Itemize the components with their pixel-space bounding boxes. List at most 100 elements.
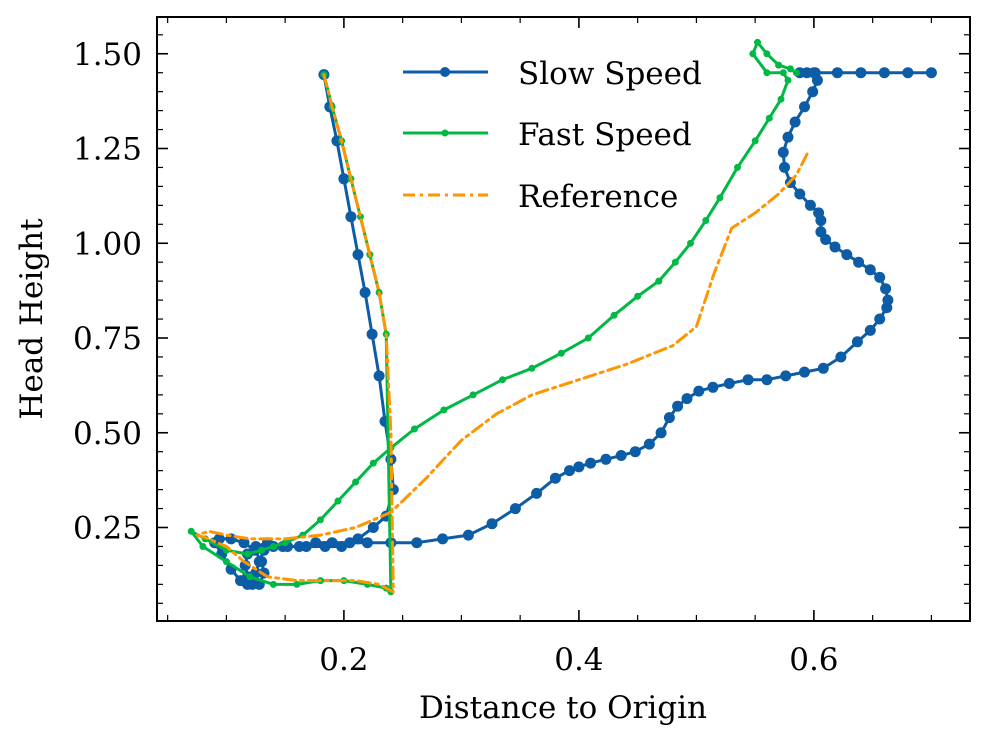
data-point-slow-speed-5	[352, 249, 364, 261]
data-point-slow-speed-62	[643, 438, 655, 450]
data-point-slow-speed-84	[853, 256, 865, 268]
data-point-slow-speed-3	[338, 173, 350, 185]
data-point-slow-speed-69	[723, 378, 735, 389]
data-point-slow-speed-53	[509, 503, 521, 515]
data-point-slow-speed-29	[213, 533, 225, 545]
plot-frame	[156, 16, 971, 622]
legend-entry-reference: Reference	[403, 179, 678, 215]
y-tick-label-0: 0.25	[73, 511, 142, 547]
data-point-slow-speed-88	[815, 226, 827, 238]
data-point-slow-speed-67	[693, 385, 705, 397]
data-point-slow-speed-57	[573, 461, 585, 473]
data-point-fast-speed-29	[369, 459, 377, 467]
data-point-fast-speed-45	[734, 163, 741, 171]
data-point-slow-speed-65	[672, 400, 684, 412]
x-tick-label-1: 0.4	[554, 642, 603, 678]
data-point-fast-speed-32	[440, 406, 448, 414]
data-point-fast-speed-36	[557, 349, 565, 357]
data-point-fast-speed-50	[779, 69, 787, 77]
data-point-slow-speed-108	[902, 67, 914, 79]
data-point-slow-speed-49	[411, 537, 423, 549]
data-point-fast-speed-13	[293, 580, 301, 588]
data-point-fast-speed-38	[610, 311, 618, 319]
data-point-slow-speed-68	[707, 381, 719, 393]
data-point-slow-speed-56	[564, 465, 575, 477]
data-point-fast-speed-27	[334, 497, 342, 505]
data-point-fast-speed-44	[716, 194, 724, 202]
data-point-slow-speed-55	[549, 472, 561, 484]
data-point-fast-speed-55	[775, 61, 783, 69]
series-layer	[187, 38, 937, 596]
data-point-slow-speed-63	[655, 427, 667, 439]
data-point-slow-speed-73	[799, 366, 810, 378]
data-point-fast-speed-53	[754, 38, 761, 46]
data-point-slow-speed-45	[326, 537, 338, 549]
data-point-fast-speed-18	[187, 527, 195, 535]
data-point-slow-speed-50	[437, 533, 449, 545]
data-point-fast-speed-42	[687, 239, 694, 247]
data-point-fast-speed-26	[316, 516, 324, 524]
data-point-slow-speed-91	[804, 199, 816, 211]
data-point-fast-speed-43	[702, 217, 710, 224]
data-point-fast-speed-39	[634, 292, 642, 300]
data-point-fast-speed-57	[792, 69, 800, 77]
data-point-slow-speed-64	[663, 412, 675, 424]
data-point-fast-speed-49	[784, 76, 792, 84]
data-point-fast-speed-37	[584, 334, 592, 342]
data-point-slow-speed-8	[373, 370, 385, 382]
data-point-slow-speed-51	[462, 529, 474, 541]
data-point-slow-speed-107	[878, 67, 890, 79]
data-point-fast-speed-56	[786, 65, 794, 73]
data-point-slow-speed-72	[780, 370, 792, 382]
data-point-slow-speed-105	[831, 67, 843, 79]
data-point-fast-speed-14	[269, 580, 277, 588]
data-point-slow-speed-97	[789, 116, 801, 128]
series-line-fast-speed	[189, 40, 798, 594]
data-point-fast-speed-35	[528, 364, 536, 372]
data-point-fast-speed-47	[765, 114, 773, 122]
series-line-reference	[195, 73, 810, 594]
legend-label-reference: Reference	[518, 179, 678, 215]
data-point-slow-speed-33	[256, 556, 268, 568]
data-point-slow-speed-80	[882, 294, 894, 306]
data-point-slow-speed-66	[681, 393, 693, 405]
y-tick-label-2: 0.75	[73, 321, 142, 357]
data-point-slow-speed-85	[841, 249, 853, 261]
data-point-slow-speed-14	[352, 533, 364, 545]
y-axis-label: Head Height	[14, 218, 50, 420]
data-point-slow-speed-76	[851, 336, 863, 348]
data-point-slow-speed-78	[874, 313, 886, 325]
data-point-slow-speed-59	[600, 453, 612, 465]
y-tick-label-5: 1.50	[73, 37, 142, 73]
data-point-fast-speed-24	[281, 539, 289, 547]
x-tick-label-0: 0.2	[319, 642, 368, 678]
x-tick-label-2: 0.6	[789, 642, 838, 678]
data-point-slow-speed-106	[855, 67, 867, 79]
legend-marker-slow-speed	[440, 67, 450, 77]
data-point-fast-speed-15	[246, 573, 254, 581]
data-point-slow-speed-109	[925, 67, 937, 79]
data-point-slow-speed-94	[779, 161, 790, 173]
data-point-slow-speed-98	[799, 101, 810, 113]
legend-label-fast-speed: Fast Speed	[518, 117, 692, 153]
data-point-fast-speed-33	[469, 391, 477, 399]
legend-entry-fast-speed: Fast Speed	[403, 117, 692, 153]
data-point-slow-speed-92	[794, 188, 806, 200]
data-point-fast-speed-21	[244, 550, 251, 558]
data-point-slow-speed-54	[531, 487, 543, 499]
data-point-slow-speed-46	[344, 537, 356, 549]
ticks-layer: 0.2 0.4 0.6 0.25 0.50 0.75 1.00 1.25 1.50	[73, 17, 970, 678]
data-point-slow-speed-99	[807, 86, 819, 98]
y-tick-label-3: 1.00	[73, 226, 142, 262]
data-point-fast-speed-54	[763, 50, 771, 58]
data-point-slow-speed-71	[761, 374, 773, 386]
data-point-slow-speed-43	[293, 541, 305, 552]
data-point-fast-speed-31	[410, 425, 418, 433]
y-tick-label-4: 1.25	[73, 132, 142, 168]
legend-entry-slow-speed: Slow Speed	[403, 56, 702, 92]
data-point-fast-speed-48	[777, 95, 785, 103]
data-point-slow-speed-82	[874, 271, 886, 283]
data-point-slow-speed-58	[585, 457, 597, 469]
x-axis-label: Distance to Origin	[419, 690, 707, 726]
